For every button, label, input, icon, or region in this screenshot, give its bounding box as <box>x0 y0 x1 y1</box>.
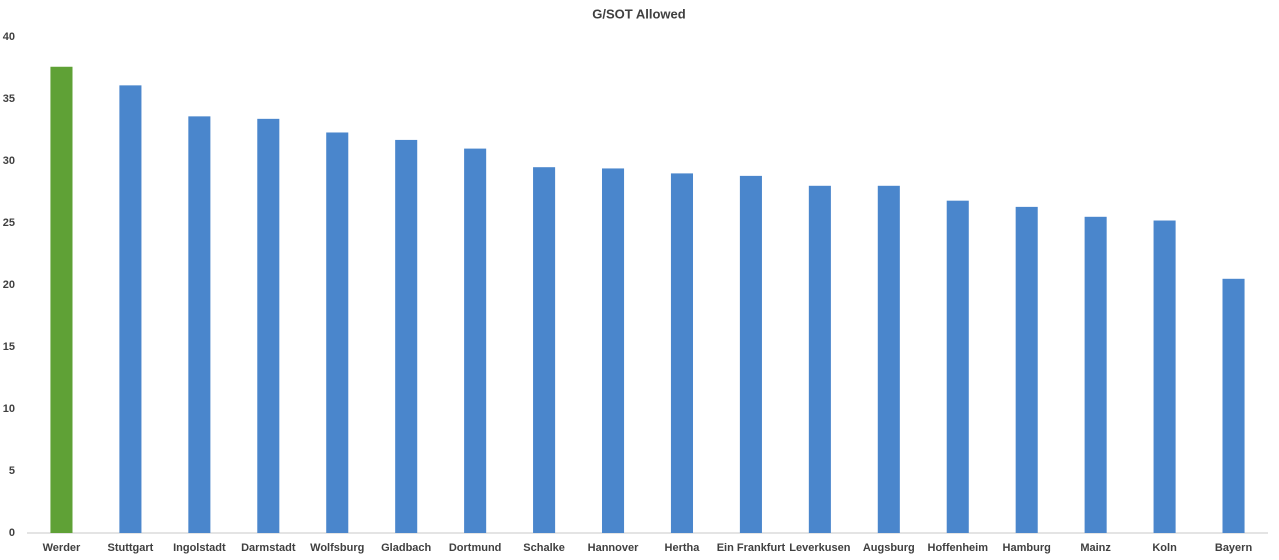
y-tick-label: 0 <box>9 527 15 539</box>
bar <box>119 85 142 534</box>
bar <box>1084 216 1107 534</box>
y-tick-label: 30 <box>3 155 15 167</box>
bar <box>188 116 211 534</box>
bar <box>395 139 418 534</box>
bar <box>50 66 73 533</box>
bar <box>1015 206 1038 533</box>
x-tick-label: Hamburg <box>1003 542 1051 554</box>
bar <box>464 148 487 533</box>
chart-title: G/SOT Allowed <box>592 6 685 21</box>
bar <box>257 118 280 533</box>
x-tick-label: Hertha <box>665 542 701 554</box>
y-tick-label: 5 <box>9 465 15 477</box>
bar <box>533 167 556 533</box>
x-tick-label: Schalke <box>523 542 565 554</box>
x-tick-label: Bayern <box>1215 542 1253 554</box>
x-tick-label: Ingolstadt <box>173 542 226 554</box>
x-tick-label: Ein Frankfurt <box>717 542 786 554</box>
bar <box>601 168 625 533</box>
x-tick-label: Darmstadt <box>241 542 296 554</box>
bar <box>946 200 969 533</box>
bar <box>739 175 762 533</box>
bar <box>1222 278 1245 533</box>
x-tick-label: Leverkusen <box>789 542 850 554</box>
bar <box>808 185 831 534</box>
bar <box>1153 220 1176 533</box>
x-tick-label: Koln <box>1152 542 1177 554</box>
x-tick-label: Gladbach <box>381 542 431 554</box>
x-tick-label: Mainz <box>1080 542 1111 554</box>
y-tick-label: 10 <box>3 403 15 415</box>
y-tick-label: 40 <box>3 31 15 43</box>
y-tick-label: 20 <box>3 279 15 291</box>
x-tick-label: Stuttgart <box>108 542 154 554</box>
x-tick-label: Dortmund <box>449 542 502 554</box>
y-tick-label: 15 <box>3 341 15 353</box>
y-tick-label: 25 <box>3 217 15 229</box>
bar <box>326 132 349 534</box>
x-tick-label: Wolfsburg <box>310 542 364 554</box>
bar <box>670 173 694 533</box>
y-tick-label: 35 <box>3 93 15 105</box>
x-tick-label: Hannover <box>588 542 639 554</box>
bar <box>877 185 900 534</box>
x-tick-label: Werder <box>43 542 81 554</box>
x-tick-label: Hoffenheim <box>928 542 989 554</box>
x-tick-label: Augsburg <box>863 542 915 554</box>
